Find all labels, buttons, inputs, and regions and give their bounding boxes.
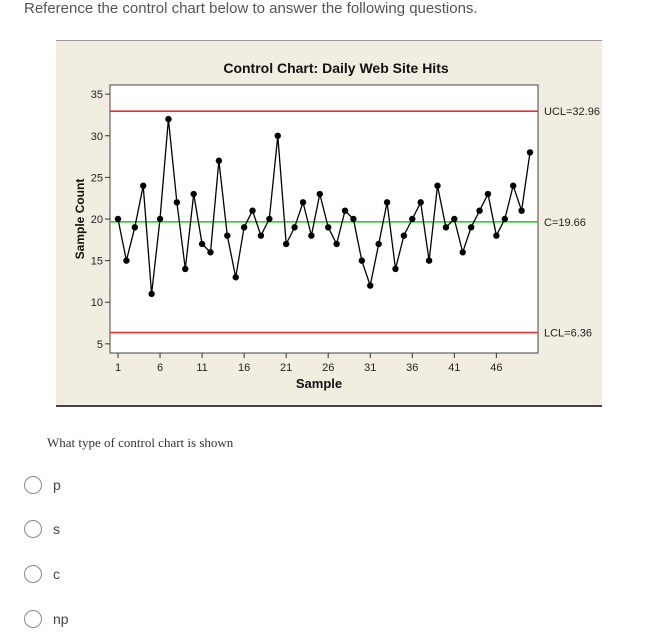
option-label-s: s <box>53 521 60 537</box>
data-point <box>257 232 265 239</box>
data-point <box>215 157 223 164</box>
y-tick-label: 10 <box>91 297 103 309</box>
y-tick-label: 25 <box>91 172 103 184</box>
control-chart: Control Chart: Daily Web Site Hits Sampl… <box>56 40 602 407</box>
data-point <box>274 132 281 139</box>
data-point <box>509 182 517 189</box>
data-point <box>148 290 155 298</box>
instructions-text: Reference the control chart below to ans… <box>24 0 478 17</box>
y-tick-label: 30 <box>91 131 103 143</box>
control-limit-label: C=19.66 <box>544 217 586 229</box>
option-s[interactable]: s <box>24 520 60 538</box>
radio-np[interactable] <box>24 610 42 628</box>
x-tick-label: 41 <box>448 362 460 374</box>
data-point <box>232 274 239 281</box>
data-point <box>165 115 172 123</box>
y-tick-label: 35 <box>91 89 103 101</box>
data-point <box>190 190 197 198</box>
data-point <box>198 240 206 248</box>
data-point <box>114 215 122 223</box>
control-limits: UCL=32.96 C=19.66 LCL=6.36 <box>110 106 600 340</box>
data-point <box>367 282 374 289</box>
chart-title: Control Chart: Daily Web Site Hits <box>223 60 449 76</box>
x-tick-label: 1 <box>115 362 121 374</box>
control-limit-label: LCL=6.36 <box>544 328 592 340</box>
data-point <box>493 232 500 239</box>
data-point <box>484 190 492 198</box>
option-c[interactable]: c <box>24 565 60 583</box>
data-point <box>325 224 332 231</box>
y-tick-label: 15 <box>91 256 103 268</box>
data-point <box>308 232 315 239</box>
data-point <box>459 249 466 256</box>
data-point <box>266 215 273 223</box>
data-point <box>425 257 433 264</box>
data-point <box>140 182 147 189</box>
plot-area <box>109 84 539 354</box>
control-limit-label: UCL=32.96 <box>544 106 600 118</box>
data-point <box>400 232 408 239</box>
data-series <box>114 115 534 298</box>
x-tick-label: 46 <box>490 362 502 374</box>
series-line <box>117 119 531 294</box>
data-point <box>224 232 231 239</box>
data-point <box>341 207 349 214</box>
data-point <box>299 199 307 206</box>
data-point <box>442 224 450 231</box>
x-axis-label: Sample <box>296 376 342 391</box>
data-point <box>476 207 483 214</box>
data-point <box>156 215 164 223</box>
x-tick-label: 21 <box>280 362 292 374</box>
radio-p[interactable] <box>24 476 42 494</box>
x-tick-label: 16 <box>238 362 250 374</box>
x-tick-label: 6 <box>157 362 163 374</box>
radio-s[interactable] <box>24 520 42 538</box>
data-point <box>417 199 424 206</box>
option-label-np: np <box>53 611 69 627</box>
x-tick-label: 11 <box>196 362 207 374</box>
data-point <box>131 224 139 231</box>
data-point <box>282 240 290 248</box>
option-label-p: p <box>53 477 61 493</box>
option-p[interactable]: p <box>24 476 61 494</box>
data-point <box>358 257 366 264</box>
chart-svg: Control Chart: Daily Web Site Hits Sampl… <box>73 60 600 391</box>
data-point <box>409 215 416 223</box>
radio-c[interactable] <box>24 565 42 583</box>
data-point <box>291 224 298 231</box>
option-np[interactable]: np <box>24 610 69 628</box>
data-point <box>249 207 256 214</box>
data-point <box>383 199 391 206</box>
y-tick-label: 20 <box>91 214 103 226</box>
data-point <box>173 199 181 206</box>
option-label-c: c <box>53 566 60 582</box>
data-point <box>392 265 399 273</box>
x-tick-label: 31 <box>364 362 376 374</box>
data-point <box>501 215 508 223</box>
y-axis-label: Sample Count <box>73 179 87 260</box>
y-tick-label: 5 <box>97 339 103 351</box>
data-point <box>123 257 130 264</box>
x-tick-label: 36 <box>406 362 418 374</box>
data-point <box>207 249 214 256</box>
data-point <box>518 207 525 214</box>
data-point <box>434 182 441 189</box>
data-point <box>467 224 475 231</box>
data-point <box>526 149 534 156</box>
question-text: What type of control chart is shown <box>47 435 234 450</box>
data-point <box>316 190 323 198</box>
data-point <box>375 240 382 248</box>
data-point <box>451 215 458 223</box>
x-tick-label: 26 <box>322 362 334 374</box>
data-point <box>182 265 189 273</box>
data-point <box>240 224 248 231</box>
data-point <box>333 240 340 248</box>
data-point <box>350 215 357 223</box>
